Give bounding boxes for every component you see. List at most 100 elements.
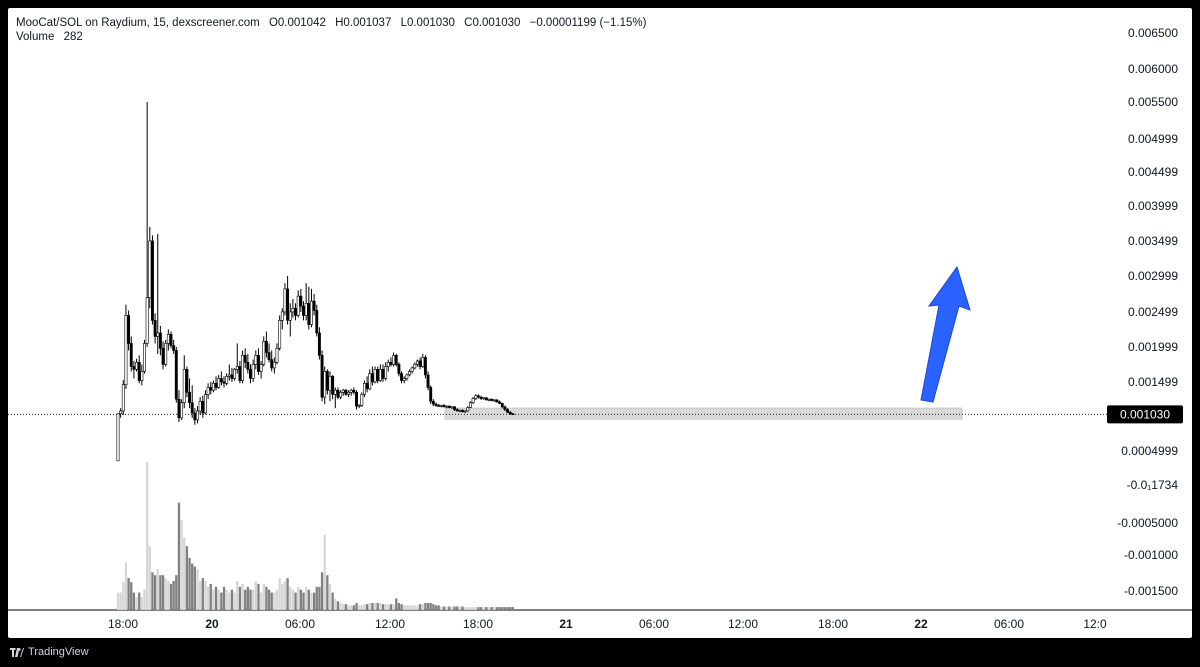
volume-bar (426, 603, 430, 610)
volume-bar (498, 607, 501, 610)
candle-body (129, 343, 133, 367)
candle-body (201, 400, 205, 414)
volume-bar (201, 578, 204, 610)
open-value: O0.001042 (268, 17, 326, 29)
y-tick-label: 0.001499 (1128, 375, 1178, 389)
volume-bar (193, 566, 196, 610)
candle-body (272, 362, 276, 369)
volume-bar (199, 581, 202, 610)
volume-bar (169, 583, 173, 610)
candle-body (479, 396, 483, 399)
volume-bar (289, 586, 292, 610)
volume-bar (180, 520, 183, 610)
candle-body (476, 395, 480, 398)
candle-body (143, 343, 146, 372)
candle-body (458, 409, 462, 412)
candle-body (365, 383, 369, 390)
tradingview-footer[interactable]: TradingView (10, 646, 89, 658)
volume-bar (297, 586, 300, 610)
volume-bar (138, 592, 141, 610)
candle-body (339, 391, 343, 398)
candle-body (225, 376, 229, 384)
volume-bar (326, 575, 329, 610)
x-tick-label: 18:00 (463, 617, 493, 631)
volume-bar (172, 581, 175, 610)
candle-body (156, 332, 160, 337)
close-value: C0.001030 (464, 17, 521, 29)
volume-bar (416, 605, 419, 610)
volume-bar (241, 583, 244, 610)
candle-body (299, 295, 303, 307)
volume-value: 282 (63, 31, 83, 43)
y-tick-label: 0.003499 (1128, 234, 1178, 248)
price-chart[interactable]: 0.006500 0.006000 0.005500 0.004999 0.004499… (8, 8, 1192, 638)
candle-body (254, 355, 258, 365)
volume-bar (230, 589, 234, 610)
candle-body (280, 311, 284, 321)
y-tick-label: 0.002499 (1128, 305, 1178, 319)
volume-bar (408, 605, 411, 610)
y-tick-label: -0.0005000 (1117, 516, 1178, 530)
x-tick-label: 06:00 (639, 617, 669, 631)
volume-bar (365, 604, 369, 610)
volume-bar (448, 606, 451, 610)
candle-body (439, 405, 443, 407)
volume-bar (331, 592, 334, 610)
candle-body (394, 355, 398, 365)
candle-body (325, 371, 329, 391)
candle-body (506, 409, 509, 413)
candle-body (211, 383, 215, 391)
volume-bar (344, 604, 348, 610)
candle-body (503, 406, 507, 410)
candle-body (378, 369, 382, 381)
volume-bar (445, 606, 448, 610)
candle-body (461, 409, 464, 412)
candle-body (434, 403, 438, 406)
volume-bar (132, 592, 136, 610)
volume-bar (252, 589, 255, 610)
volume-bar (146, 462, 149, 610)
candle-body (198, 400, 202, 412)
candle-body (360, 394, 364, 406)
candle-body (455, 409, 459, 412)
candle-body (442, 405, 446, 408)
candle-body (373, 369, 377, 383)
volume-bar (355, 603, 358, 610)
candle-body (137, 362, 141, 381)
volume-bar (482, 607, 485, 610)
x-tick-label: 12:00 (375, 617, 405, 631)
candle-body (474, 395, 478, 399)
candle-body (161, 348, 165, 365)
volume-bar (167, 581, 170, 610)
candle-body (219, 378, 223, 383)
volume-bar (236, 581, 239, 610)
candle-body (355, 391, 358, 407)
candle-body (336, 389, 340, 398)
volume-bar (371, 603, 374, 610)
volume-bar (379, 603, 382, 610)
candle-body (408, 371, 411, 376)
volume-bar (381, 604, 385, 610)
volume-bar (368, 603, 371, 610)
candle-body (302, 305, 305, 316)
candle-body (405, 374, 409, 379)
x-tick-label: 12:00 (728, 617, 758, 631)
volume-bar (302, 592, 305, 610)
volume-bar (254, 581, 257, 610)
candle-body (418, 360, 422, 367)
candle-body (270, 359, 274, 369)
candle-body (185, 369, 189, 393)
candle-body (392, 355, 396, 365)
candle-body (164, 343, 168, 365)
change-value: −0.00001199 (−1.15%) (529, 17, 647, 29)
candle-body (323, 371, 327, 398)
volume-bar (262, 583, 265, 610)
candle-body (222, 381, 226, 384)
volume-bar (450, 606, 454, 610)
volume-bar (469, 607, 472, 610)
volume-bar (116, 592, 120, 610)
volume-bar (352, 605, 355, 610)
candle-body (376, 369, 380, 381)
volume-bar (421, 604, 424, 610)
